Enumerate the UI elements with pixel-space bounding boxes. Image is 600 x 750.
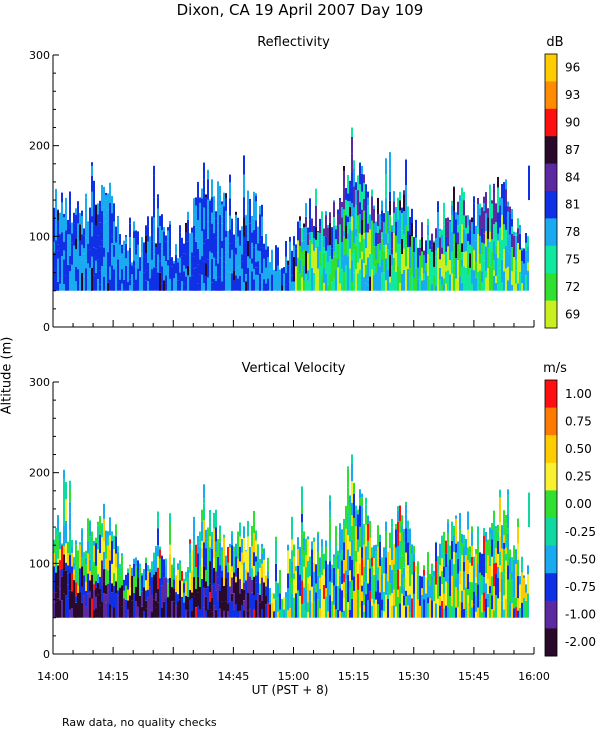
- quality-note: Raw data, no quality checks: [62, 716, 217, 729]
- colorbar-label: -0.50: [565, 552, 596, 566]
- echo-spike: [528, 165, 530, 201]
- colorbar-swatch: [545, 407, 557, 436]
- colorbar-swatch: [545, 518, 557, 547]
- x-tick-label: 15:30: [398, 670, 430, 683]
- colorbar-frame: [544, 53, 558, 329]
- colorbar-label: 1.00: [565, 387, 592, 401]
- colorbar-label: 72: [565, 280, 580, 294]
- colorbar-label: 90: [565, 116, 580, 130]
- x-tick-label: 14:45: [218, 670, 250, 683]
- colorbar-label: -0.75: [565, 580, 596, 594]
- x-tick-label: 15:45: [458, 670, 490, 683]
- colorbar-swatch: [545, 435, 557, 464]
- colorbar-swatch: [545, 600, 557, 629]
- y-tick-label: 200: [29, 140, 50, 153]
- colorbar-swatch: [545, 380, 557, 409]
- colorbar-swatch: [545, 108, 557, 137]
- colorbar-swatch: [545, 490, 557, 519]
- x-tick-label: 15:00: [278, 670, 310, 683]
- y-axis-label: Altitude (m): [0, 336, 15, 415]
- colorbar-label: 96: [565, 61, 580, 75]
- colorbar-swatch: [545, 81, 557, 110]
- x-tick-label: 15:15: [338, 670, 370, 683]
- colorbar-swatch: [545, 273, 557, 302]
- colorbar-label: 93: [565, 88, 580, 102]
- y-tick-label: 100: [29, 557, 50, 570]
- colorbar-frame: [544, 379, 558, 657]
- x-tick-label: 14:00: [37, 670, 69, 683]
- y-tick-label: 300: [29, 376, 50, 389]
- colorbar-swatch: [545, 462, 557, 491]
- colorbar-swatch: [545, 245, 557, 274]
- x-tick-label: 16:00: [518, 670, 550, 683]
- echo-field: [53, 127, 529, 291]
- colorbar-swatch: [545, 191, 557, 219]
- y-tick-label: 200: [29, 467, 50, 480]
- colorbar-swatch: [545, 573, 557, 602]
- colorbar-label: 84: [565, 170, 580, 184]
- colorbar-label: 0.25: [565, 470, 592, 484]
- page-title: Dixon, CA 19 April 2007 Day 109: [176, 1, 424, 19]
- colorbar-label: -0.25: [565, 525, 596, 539]
- colorbar-swatch: [545, 300, 557, 329]
- colorbar-units: dB: [546, 35, 563, 50]
- colorbar-swatch: [545, 218, 557, 247]
- y-tick-label: 0: [43, 648, 50, 661]
- x-tick-label: 14:30: [157, 670, 189, 683]
- colorbar-label: 0.00: [565, 497, 592, 511]
- colorbar-label: 81: [565, 198, 580, 212]
- colorbar-swatch: [545, 54, 557, 82]
- colorbar-label: 78: [565, 225, 580, 239]
- panel-title: Reflectivity: [257, 35, 330, 50]
- colorbar-label: -1.00: [565, 608, 596, 622]
- colorbar-label: 75: [565, 253, 580, 267]
- panel-title: Vertical Velocity: [242, 361, 346, 376]
- echo-spike: [528, 492, 530, 528]
- colorbar-label: 87: [565, 143, 580, 157]
- colorbar-swatch: [545, 136, 557, 165]
- colorbar-label: 69: [565, 307, 580, 321]
- colorbar-label: 0.75: [565, 414, 592, 428]
- colorbar-label: -2.00: [565, 635, 596, 649]
- y-tick-label: 100: [29, 230, 50, 243]
- colorbar-label: 0.50: [565, 442, 592, 456]
- y-tick-label: 0: [43, 321, 50, 334]
- echo-field: [53, 454, 529, 618]
- y-tick-label: 300: [29, 49, 50, 62]
- colorbar-swatch: [545, 163, 557, 192]
- colorbar-swatch: [545, 545, 557, 574]
- x-tick-label: 14:15: [97, 670, 129, 683]
- x-axis-label: UT (PST + 8): [251, 683, 329, 697]
- colorbar-units: m/s: [543, 361, 567, 376]
- colorbar-swatch: [545, 628, 557, 657]
